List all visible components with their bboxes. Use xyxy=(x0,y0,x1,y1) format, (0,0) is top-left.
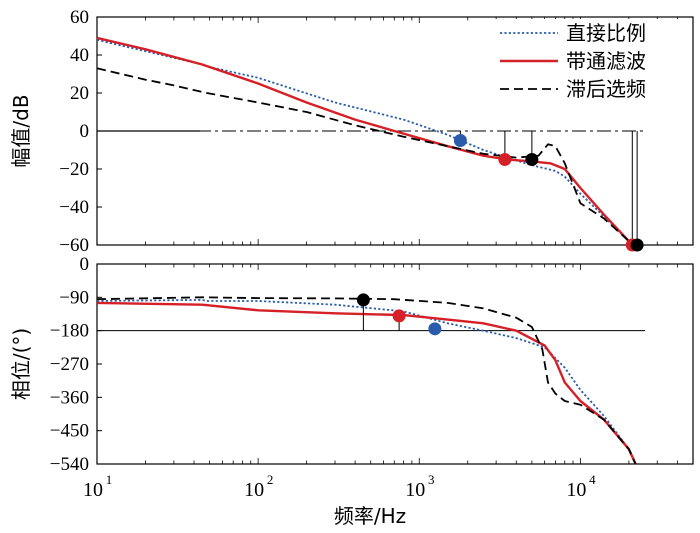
series-line-带通滤波 xyxy=(96,301,637,465)
phase-markers xyxy=(356,293,442,336)
x-tick-label: 10 xyxy=(83,479,103,501)
phase-plot-frame xyxy=(96,263,694,465)
legend-label: 直接比例 xyxy=(566,21,646,45)
legend-label: 带通滤波 xyxy=(566,49,646,73)
y-tick-label: −540 xyxy=(50,454,89,475)
magnitude-y-axis-label: 幅值/dB xyxy=(9,94,33,167)
marker-point xyxy=(525,153,539,166)
series-line-滞后选频 xyxy=(96,296,637,465)
x-tick-label: 10 xyxy=(405,479,425,501)
x-tick-exponent: 4 xyxy=(589,472,596,487)
marker-point xyxy=(453,134,467,147)
x-tick-exponent: 3 xyxy=(428,472,435,487)
marker-point xyxy=(356,293,370,307)
phase-series xyxy=(96,296,637,465)
x-tick-label: 10 xyxy=(244,479,264,501)
x-tick-label: 10 xyxy=(566,479,586,501)
magnitude-series xyxy=(96,36,637,248)
legend-label: 滞后选频 xyxy=(566,77,646,101)
y-tick-label: 60 xyxy=(70,7,89,28)
y-tick-label: −450 xyxy=(50,421,89,442)
y-tick-label: −40 xyxy=(59,197,89,218)
y-tick-label: −90 xyxy=(59,287,89,308)
marker-point xyxy=(392,309,406,323)
marker-point xyxy=(428,322,442,336)
x-tick-exponent: 2 xyxy=(267,472,274,487)
y-tick-label: −360 xyxy=(50,387,89,408)
series-line-带通滤波 xyxy=(96,36,637,248)
y-tick-label: −60 xyxy=(59,235,89,256)
y-tick-label: 0 xyxy=(80,121,90,142)
magnitude-y-ticks: 60 40 20 0 −20 −40 −60 xyxy=(59,7,694,256)
x-axis-label: 频率/Hz xyxy=(334,504,406,528)
phase-panel: 0−90−180−270−360−450−540 10 1 10 2 10 3 10 4 相位… xyxy=(9,254,694,528)
x-tick-exponent: 1 xyxy=(106,472,113,487)
y-tick-label: 20 xyxy=(70,83,89,104)
marker-point xyxy=(630,238,644,252)
phase-x-ticks: 10 1 10 2 10 3 10 4 xyxy=(83,264,694,501)
phase-y-ticks: 0 −90 −180 −270 −360 −450 −540 xyxy=(50,254,102,475)
y-tick-label: 40 xyxy=(70,45,89,66)
y-tick-label: −180 xyxy=(50,321,89,342)
y-tick-label: −270 xyxy=(50,354,89,375)
marker-point xyxy=(498,153,512,166)
phase-y-axis-label: 相位/(°) xyxy=(9,328,33,400)
series-line-直接比例 xyxy=(96,299,637,465)
y-tick-label: −20 xyxy=(59,159,89,180)
magnitude-markers xyxy=(453,131,644,252)
y-tick-label: 0 xyxy=(80,254,90,275)
series-line-滞后选频 xyxy=(96,67,637,248)
